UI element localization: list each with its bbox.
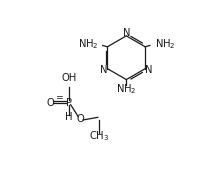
Text: NH$_2$: NH$_2$: [78, 37, 98, 51]
Text: OH: OH: [61, 73, 76, 83]
Text: CH$_3$: CH$_3$: [89, 129, 110, 143]
Text: O: O: [46, 98, 54, 108]
Text: P: P: [66, 98, 72, 108]
Text: O: O: [77, 114, 84, 124]
Text: NH$_2$: NH$_2$: [116, 83, 136, 96]
Text: N: N: [122, 28, 130, 37]
Text: H: H: [65, 112, 73, 122]
Text: =: =: [55, 93, 63, 102]
Text: NH$_2$: NH$_2$: [154, 37, 175, 51]
Text: N: N: [100, 65, 108, 75]
Text: N: N: [145, 65, 152, 75]
